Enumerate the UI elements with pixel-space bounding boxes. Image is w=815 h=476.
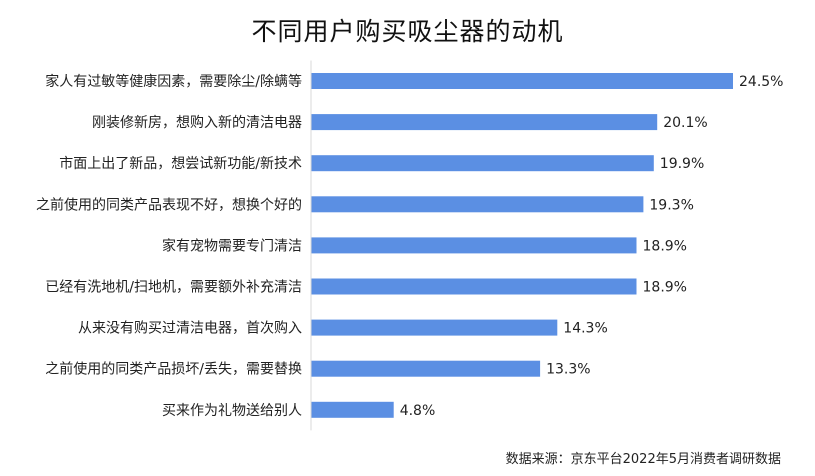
category-label-5: 家有宠物需要专门清洁 [162,237,302,254]
value-label-1: 24.5% [739,74,783,90]
bar-7 [311,319,558,336]
chart-title: 不同用户购买吸尘器的动机 [251,17,564,46]
category-label-9: 买来作为礼物送给别人 [162,403,302,419]
category-label-2: 刚装修新房，想购入新的清洁电器 [92,115,302,131]
value-labels: 24.5% 20.1% 19.9% 19.3% 18.9% 18.9% 14.3% 13.3%… [400,74,784,419]
value-label-6: 18.9% [643,280,687,296]
value-label-5: 18.9% [643,238,687,254]
category-label-6: 已经有洗地机/扫地机，需要额外补充清洁 [45,280,302,296]
bar-2 [311,114,658,131]
bar-8 [311,360,541,377]
bar-9 [311,401,394,418]
value-label-8: 13.3% [546,362,590,378]
category-label-7: 从来没有购买过清洁电器，首次购入 [78,321,302,337]
category-label-8: 之前使用的同类产品损坏/丢失，需要替换 [45,361,302,378]
bar-3 [311,155,654,172]
bar-4 [311,196,644,213]
value-label-4: 19.3% [649,197,693,213]
value-label-3: 19.9% [660,156,704,172]
bar-1 [311,73,733,89]
bar-6 [311,278,637,295]
category-label-3: 市面上出了新品，想尝试新功能/新技术 [59,155,302,172]
category-label-1: 家人有过敏等健康因素，需要除尘/除螨等 [45,73,302,90]
bar-5 [311,237,637,254]
bars-group [311,73,733,418]
value-label-9: 4.8% [400,403,436,419]
value-label-2: 20.1% [663,115,707,131]
category-label-4: 之前使用的同类产品表现不好，想换个好的 [36,196,302,213]
category-labels: 家人有过敏等健康因素，需要除尘/除螨等刚装修新房，想购入新的清洁电器市面上出了新… [36,73,302,419]
source-note: 数据来源：京东平台2022年5月消费者调研数据 [505,452,781,467]
value-label-7: 14.3% [563,321,607,337]
